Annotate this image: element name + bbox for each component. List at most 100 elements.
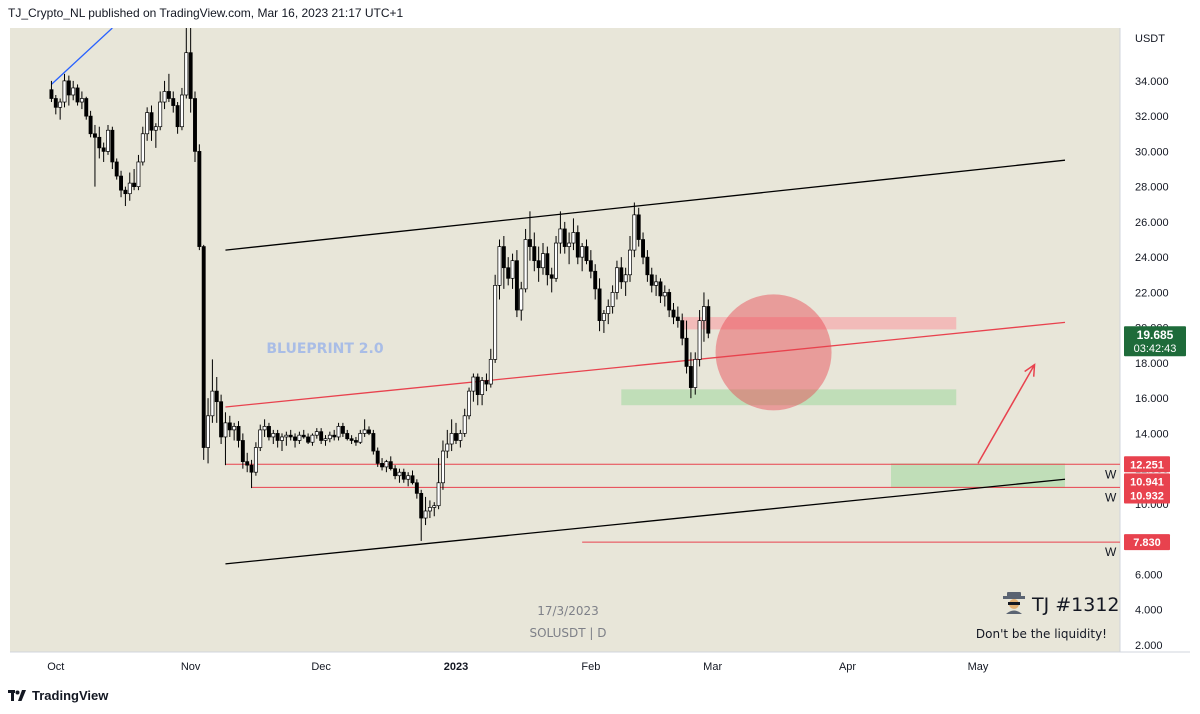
candle[interactable]: [658, 278, 663, 303]
candle[interactable]: [567, 232, 572, 265]
current-price-badge[interactable]: [1124, 326, 1186, 357]
candle[interactable]: [419, 489, 424, 541]
candle[interactable]: [654, 274, 659, 296]
candle[interactable]: [62, 73, 67, 108]
candle[interactable]: [349, 435, 354, 444]
candle[interactable]: [240, 433, 245, 469]
candle[interactable]: [375, 447, 380, 467]
candle[interactable]: [497, 239, 502, 300]
candle[interactable]: [623, 267, 628, 296]
candle[interactable]: [280, 433, 284, 452]
candle[interactable]: [545, 246, 550, 286]
candle[interactable]: [284, 431, 289, 446]
candle[interactable]: [53, 94, 58, 115]
candle[interactable]: [219, 394, 224, 444]
candle[interactable]: [693, 352, 698, 395]
candle[interactable]: [614, 260, 619, 300]
candle[interactable]: [541, 243, 545, 275]
candle[interactable]: [267, 422, 271, 441]
target-zone[interactable]: [891, 463, 1065, 489]
candle[interactable]: [449, 419, 454, 452]
target-arrow-line[interactable]: [977, 364, 1036, 464]
candle[interactable]: [66, 75, 71, 106]
candle[interactable]: [371, 429, 376, 455]
candle[interactable]: [558, 211, 563, 254]
candle[interactable]: [136, 154, 141, 191]
candle[interactable]: [645, 250, 650, 282]
candle[interactable]: [510, 253, 515, 289]
candle[interactable]: [462, 408, 467, 437]
candle[interactable]: [527, 211, 532, 261]
candle[interactable]: [275, 429, 280, 448]
candle[interactable]: [332, 429, 337, 441]
candle[interactable]: [184, 28, 189, 99]
trendline-channel-bottom[interactable]: [225, 478, 1066, 565]
candle[interactable]: [340, 422, 345, 437]
candle[interactable]: [410, 470, 415, 485]
candle[interactable]: [606, 299, 611, 325]
candle[interactable]: [380, 458, 385, 471]
candle[interactable]: [484, 373, 489, 392]
candle[interactable]: [697, 310, 702, 367]
candle[interactable]: [114, 158, 119, 180]
candle[interactable]: [480, 377, 485, 406]
candle[interactable]: [58, 98, 63, 120]
candle[interactable]: [436, 458, 441, 510]
candle[interactable]: [79, 91, 84, 110]
candle[interactable]: [123, 186, 128, 207]
candle[interactable]: [397, 468, 402, 483]
candle[interactable]: [554, 236, 559, 282]
candle[interactable]: [414, 479, 419, 499]
candle[interactable]: [327, 431, 332, 443]
candle[interactable]: [288, 429, 293, 441]
candle[interactable]: [336, 422, 341, 441]
candle[interactable]: [193, 91, 197, 162]
candle[interactable]: [293, 433, 298, 448]
trendline-prev-trend[interactable]: [51, 28, 113, 85]
support-zone[interactable]: [621, 389, 957, 406]
candle[interactable]: [262, 419, 267, 437]
candle[interactable]: [445, 429, 450, 459]
candle[interactable]: [684, 320, 689, 374]
candle[interactable]: [636, 207, 641, 247]
candle[interactable]: [223, 412, 228, 466]
candle[interactable]: [258, 424, 263, 452]
candle[interactable]: [667, 288, 672, 318]
candle[interactable]: [632, 202, 637, 258]
trendline-channel-top[interactable]: [225, 159, 1066, 251]
candle[interactable]: [158, 91, 163, 131]
candle[interactable]: [358, 429, 363, 444]
candle[interactable]: [188, 28, 193, 113]
candle[interactable]: [432, 502, 437, 517]
trendline-mid-support[interactable]: [225, 321, 1066, 408]
candle[interactable]: [388, 456, 393, 471]
candle[interactable]: [127, 172, 132, 201]
candle[interactable]: [306, 433, 311, 444]
candle[interactable]: [454, 422, 458, 444]
candle[interactable]: [406, 472, 411, 487]
candle[interactable]: [362, 419, 367, 437]
candle[interactable]: [588, 250, 593, 279]
candle[interactable]: [249, 459, 254, 489]
candle[interactable]: [206, 398, 210, 464]
candle[interactable]: [119, 170, 123, 198]
candle[interactable]: [175, 102, 180, 134]
candle[interactable]: [662, 285, 667, 307]
candle[interactable]: [92, 124, 97, 187]
candle[interactable]: [562, 221, 567, 254]
candle[interactable]: [532, 232, 537, 272]
candle[interactable]: [345, 429, 350, 441]
candle[interactable]: [297, 431, 302, 444]
candle[interactable]: [210, 359, 215, 423]
candle[interactable]: [593, 264, 598, 300]
candle[interactable]: [153, 123, 158, 148]
candle[interactable]: [354, 436, 358, 446]
candle[interactable]: [675, 306, 680, 328]
candle[interactable]: [301, 429, 306, 439]
candle[interactable]: [610, 285, 615, 314]
candle[interactable]: [401, 468, 406, 483]
candle[interactable]: [253, 442, 258, 476]
candle[interactable]: [236, 421, 241, 448]
candle[interactable]: [201, 244, 206, 460]
candle[interactable]: [171, 91, 176, 113]
